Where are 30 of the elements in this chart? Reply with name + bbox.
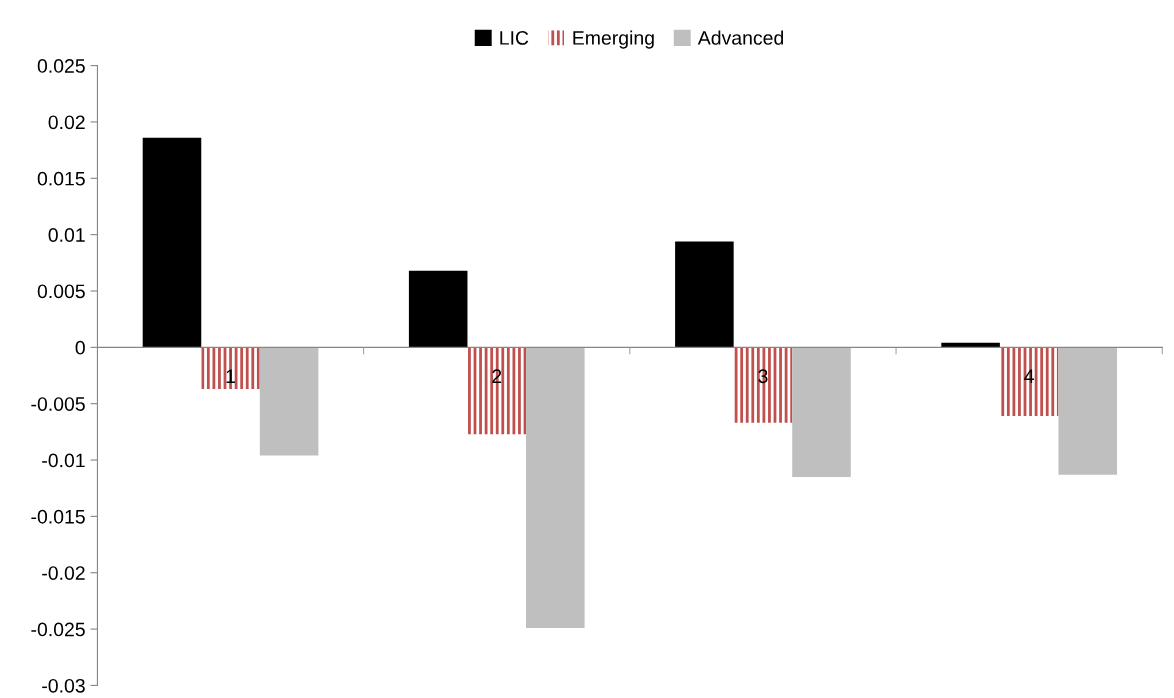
x-tick-label: 1 — [226, 369, 235, 383]
legend-label: Advanced — [697, 30, 784, 45]
y-tick-label: 0.01 — [48, 228, 85, 242]
bar — [675, 241, 734, 348]
legend-label: Emerging — [573, 30, 654, 49]
bar — [467, 347, 527, 435]
x-tick-label: 3 — [758, 369, 768, 384]
y-tick-label: 0.015 — [37, 171, 85, 186]
bar — [259, 347, 319, 456]
bar — [999, 347, 1059, 417]
y-tick-label: -0.015 — [31, 509, 85, 524]
bar — [792, 347, 851, 477]
bar — [201, 347, 260, 390]
y-tick-label: 0 — [75, 340, 85, 355]
bar — [733, 347, 793, 423]
y-tick-label: -0.025 — [31, 622, 85, 637]
y-tick-label: -0.03 — [42, 678, 85, 693]
x-tick-label: 2 — [492, 369, 502, 383]
y-tick-label: -0.005 — [31, 397, 85, 411]
bar — [408, 270, 468, 348]
bar — [142, 137, 202, 348]
x-tick-label: 4 — [1024, 369, 1034, 383]
y-tick-label: 0.02 — [48, 115, 85, 130]
legend-label: LIC — [500, 31, 529, 45]
bar — [1058, 347, 1118, 475]
y-tick-label: -0.01 — [42, 453, 85, 468]
y-tick-label: -0.02 — [42, 566, 85, 580]
bar — [526, 347, 585, 628]
y-tick-label: 0.005 — [37, 284, 85, 299]
y-tick-label: 0.025 — [37, 59, 85, 73]
